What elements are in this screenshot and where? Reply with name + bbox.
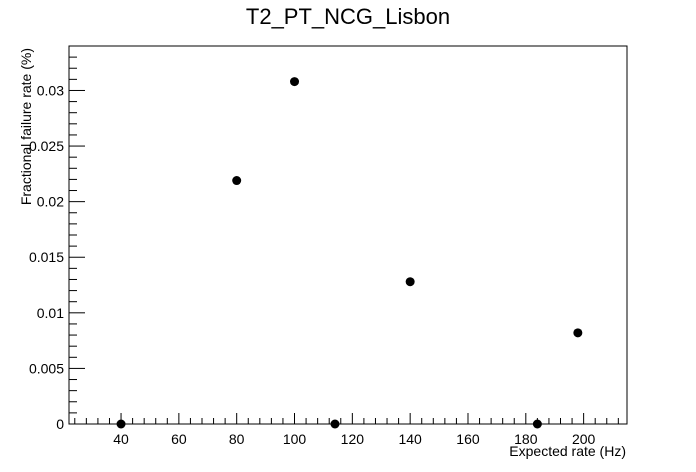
data-point	[330, 419, 340, 429]
y-axis: 0 0.005 0.01 0.015 0.02 0.025 0.03	[29, 45, 85, 432]
x-tick-label: 120	[341, 431, 365, 447]
x-tick-label: 160	[456, 431, 480, 447]
data-point	[116, 419, 126, 429]
y-tick-label: 0	[56, 416, 64, 432]
y-tick-label: 0.015	[29, 249, 64, 265]
y-axis-title: Fractional failure rate (%)	[18, 48, 34, 205]
data-point	[573, 328, 583, 338]
x-tick-label: 80	[229, 431, 245, 447]
x-axis-title: Expected rate (Hz)	[509, 443, 626, 459]
data-point	[405, 277, 415, 287]
x-tick-label: 100	[283, 431, 307, 447]
x-tick-label: 200	[572, 431, 596, 447]
x-tick-label: 60	[171, 431, 187, 447]
y-tick-label: 0.02	[37, 194, 64, 210]
y-tick-label: 0.005	[29, 360, 64, 376]
y-tick-label: 0.025	[29, 138, 64, 154]
data-points	[116, 77, 583, 429]
y-tick-label: 0.01	[37, 305, 64, 321]
x-tick-label: 180	[514, 431, 538, 447]
data-point	[290, 77, 300, 87]
chart-title: T2_PT_NCG_Lisbon	[246, 4, 450, 29]
x-axis: 40 60 80 100 120 140 160 180 200	[74, 413, 619, 447]
x-tick-label: 40	[113, 431, 129, 447]
data-point	[232, 176, 242, 186]
x-tick-label: 140	[398, 431, 422, 447]
y-tick-label: 0.03	[37, 82, 64, 98]
data-point	[532, 419, 542, 429]
